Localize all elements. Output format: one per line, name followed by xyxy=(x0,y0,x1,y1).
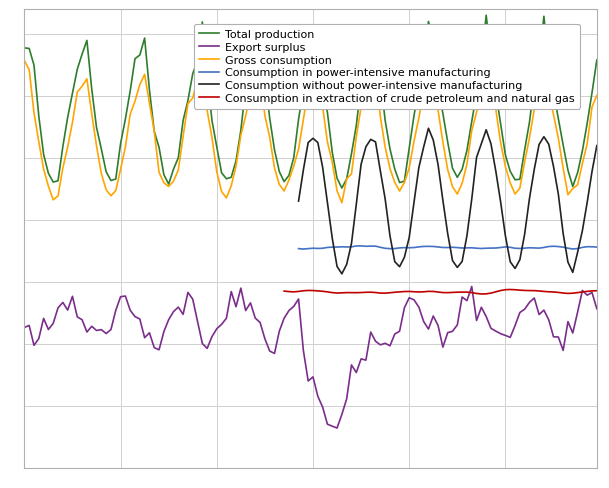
Total production xyxy=(477,61,485,67)
Export surplus xyxy=(482,314,490,320)
Gross consumption xyxy=(175,168,182,174)
Consumption in power-intensive manufacturing xyxy=(338,244,345,250)
Line: Consumption in power-intensive manufacturing: Consumption in power-intensive manufactu… xyxy=(298,246,597,249)
Total production xyxy=(593,58,600,64)
Export surplus xyxy=(141,335,148,341)
Gross consumption xyxy=(583,142,591,147)
Gross consumption xyxy=(338,201,345,206)
Gross consumption xyxy=(21,59,28,64)
Consumption in power-intensive manufacturing xyxy=(593,244,600,250)
Gross consumption xyxy=(425,70,432,76)
Total production xyxy=(583,121,591,127)
Consumption in power-intensive manufacturing xyxy=(415,244,423,250)
Consumption in extraction of crude petroleum and natural gas xyxy=(338,290,345,296)
Export surplus xyxy=(175,305,182,310)
Total production xyxy=(175,156,182,162)
Consumption in extraction of crude petroleum and natural gas xyxy=(593,288,600,294)
Total production xyxy=(21,46,28,52)
Line: Consumption without power-intensive manufacturing: Consumption without power-intensive manu… xyxy=(298,129,597,274)
Total production xyxy=(482,13,490,19)
Line: Consumption in extraction of crude petroleum and natural gas: Consumption in extraction of crude petro… xyxy=(284,290,597,294)
Legend: Total production, Export surplus, Gross consumption, Consumption in power-intens: Total production, Export surplus, Gross … xyxy=(194,24,580,109)
Gross consumption xyxy=(141,72,148,78)
Gross consumption xyxy=(482,63,490,69)
Export surplus xyxy=(468,284,476,290)
Gross consumption xyxy=(593,93,600,99)
Total production xyxy=(141,36,148,42)
Line: Total production: Total production xyxy=(24,16,597,189)
Export surplus xyxy=(583,293,591,299)
Line: Gross consumption: Gross consumption xyxy=(24,60,597,203)
Total production xyxy=(338,186,345,192)
Consumption without power-intensive manufacturing xyxy=(574,250,581,256)
Consumption without power-intensive manufacturing xyxy=(338,271,345,277)
Consumption in power-intensive manufacturing xyxy=(473,246,481,252)
Total production xyxy=(343,177,350,183)
Export surplus xyxy=(343,396,350,402)
Gross consumption xyxy=(199,57,206,62)
Gross consumption xyxy=(348,172,355,178)
Export surplus xyxy=(593,306,600,312)
Consumption in power-intensive manufacturing xyxy=(574,246,581,252)
Export surplus xyxy=(333,425,340,431)
Consumption without power-intensive manufacturing xyxy=(415,165,423,171)
Total production xyxy=(420,65,428,71)
Export surplus xyxy=(420,319,428,325)
Consumption without power-intensive manufacturing xyxy=(593,143,600,149)
Consumption in extraction of crude petroleum and natural gas xyxy=(473,291,481,297)
Line: Export surplus: Export surplus xyxy=(24,287,597,428)
Consumption in extraction of crude petroleum and natural gas xyxy=(574,290,581,296)
Consumption without power-intensive manufacturing xyxy=(473,155,481,161)
Export surplus xyxy=(21,325,28,331)
Consumption in extraction of crude petroleum and natural gas xyxy=(415,289,423,295)
